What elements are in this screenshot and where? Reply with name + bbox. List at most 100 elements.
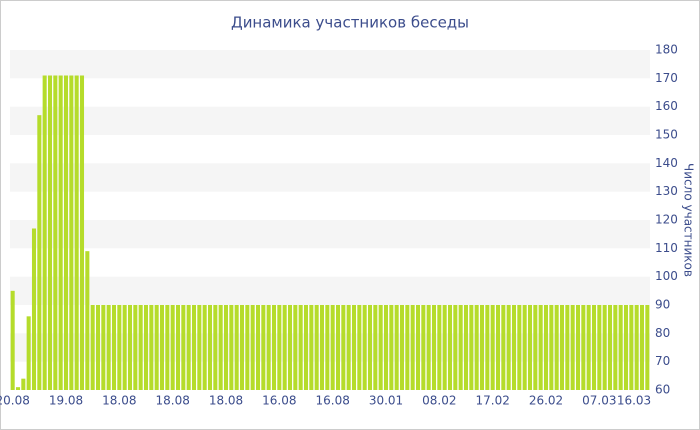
bar — [623, 305, 629, 390]
bar — [442, 305, 447, 390]
bar — [618, 305, 623, 390]
y-tick-label: 70 — [655, 354, 670, 368]
bar — [495, 305, 501, 390]
bar — [293, 305, 298, 390]
bar — [63, 75, 69, 390]
bar — [341, 305, 346, 390]
grid-band — [10, 163, 650, 192]
bar — [581, 305, 586, 390]
bar — [309, 305, 314, 390]
bar — [101, 305, 106, 390]
bar — [346, 305, 351, 390]
bar — [202, 305, 207, 390]
x-tick-label: 18.08 — [155, 394, 189, 408]
chart-title: Динамика участников беседы — [231, 14, 469, 32]
bar — [79, 75, 85, 390]
bar — [378, 305, 383, 390]
y-tick-label: 170 — [655, 71, 678, 85]
y-tick-label: 110 — [655, 241, 678, 255]
bar — [149, 305, 154, 390]
bar — [245, 305, 250, 390]
bar — [165, 305, 170, 390]
bar — [458, 305, 463, 390]
bar — [565, 305, 570, 390]
bar — [191, 305, 197, 390]
bar — [26, 316, 31, 390]
bar — [447, 305, 453, 390]
bar — [479, 305, 485, 390]
bar — [325, 305, 330, 390]
bar — [405, 305, 410, 390]
bar — [394, 305, 399, 390]
y-axis-label: Число участников — [682, 163, 696, 277]
x-tick-label: 20.08 — [0, 394, 30, 408]
bar — [213, 305, 218, 390]
y-tick-label: 80 — [655, 326, 670, 340]
y-tick-label: 150 — [655, 128, 678, 142]
bar — [111, 305, 117, 390]
bar — [426, 305, 431, 390]
bar — [543, 305, 549, 390]
bar — [506, 305, 511, 390]
bar — [399, 305, 405, 390]
bar — [266, 305, 271, 390]
bar — [522, 305, 527, 390]
bar — [21, 378, 26, 390]
bar — [37, 115, 42, 391]
bar — [175, 305, 181, 390]
bar — [421, 305, 426, 390]
bar — [53, 75, 58, 390]
x-tick-label: 18.08 — [102, 394, 136, 408]
bar — [282, 305, 287, 390]
bar — [186, 305, 191, 390]
y-tick-label: 130 — [655, 184, 678, 198]
bar — [410, 305, 415, 390]
bar — [85, 251, 90, 390]
bar — [469, 305, 474, 390]
bar — [303, 305, 309, 390]
bar — [117, 305, 122, 390]
bar — [127, 305, 133, 390]
bar — [367, 305, 373, 390]
bar — [389, 305, 394, 390]
grid-band — [10, 333, 650, 362]
bar — [181, 305, 186, 390]
bar — [501, 305, 506, 390]
bar — [517, 305, 522, 390]
bar — [383, 305, 389, 390]
grid-band — [10, 220, 650, 249]
bar — [58, 75, 63, 390]
bar — [330, 305, 335, 390]
y-tick-label: 90 — [655, 298, 670, 312]
bar — [602, 305, 607, 390]
bar — [437, 305, 442, 390]
bar — [47, 75, 53, 390]
bar — [154, 305, 159, 390]
bar — [234, 305, 239, 390]
bar — [485, 305, 490, 390]
x-tick-label: 18.08 — [209, 394, 243, 408]
x-tick-label: 16.08 — [315, 394, 349, 408]
y-tick-label: 100 — [655, 269, 678, 283]
grid-band — [10, 106, 650, 135]
bar — [373, 305, 378, 390]
y-tick-label: 140 — [655, 156, 678, 170]
bar — [586, 305, 591, 390]
bar — [207, 305, 213, 390]
bar — [170, 305, 175, 390]
bar — [74, 75, 79, 390]
bar — [223, 305, 229, 390]
grid-band — [10, 50, 650, 79]
bar — [645, 305, 650, 390]
bar — [90, 305, 95, 390]
bar — [314, 305, 319, 390]
bar — [575, 305, 581, 390]
bar — [634, 305, 639, 390]
x-tick-label: 19.08 — [49, 394, 83, 408]
bar — [538, 305, 543, 390]
x-tick-label: 16.03 — [617, 394, 651, 408]
bar — [351, 305, 357, 390]
bar — [287, 305, 293, 390]
bar — [261, 305, 266, 390]
